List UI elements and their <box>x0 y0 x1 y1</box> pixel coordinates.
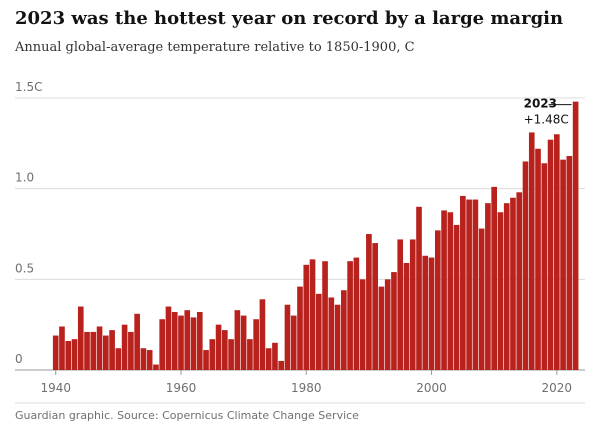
bar <box>403 263 410 370</box>
x-tick-label: 1940 <box>40 381 71 395</box>
bar <box>572 101 579 371</box>
bar <box>560 159 566 370</box>
bar <box>328 297 335 370</box>
bar <box>121 324 128 370</box>
bar <box>347 261 353 370</box>
x-tick-label: 1980 <box>291 381 322 395</box>
bar <box>222 330 228 370</box>
x-tick-label: 2000 <box>416 381 447 395</box>
bar <box>372 243 378 370</box>
bar <box>65 340 72 370</box>
bar <box>510 197 516 370</box>
bar <box>115 348 122 370</box>
bar <box>409 239 416 370</box>
bar <box>359 279 366 370</box>
bar <box>453 224 460 370</box>
bar <box>247 339 253 370</box>
bar <box>353 257 360 370</box>
bar <box>178 315 184 370</box>
bar <box>297 286 303 370</box>
bar <box>466 199 472 370</box>
y-tick-label: 1.5C <box>15 80 42 94</box>
bar <box>422 255 429 370</box>
bar <box>153 364 159 370</box>
x-tick-label: 2020 <box>542 381 573 395</box>
bar <box>366 234 372 370</box>
bar <box>196 311 203 370</box>
annotation-value: +1.48C <box>524 113 569 127</box>
bar <box>553 134 560 370</box>
bar <box>209 339 216 370</box>
bar <box>215 324 222 370</box>
bar <box>397 239 404 370</box>
bar <box>278 360 285 370</box>
bar <box>190 317 197 370</box>
bar <box>290 315 297 370</box>
bar <box>234 310 241 370</box>
bar <box>428 257 435 370</box>
bar <box>84 331 90 370</box>
bar <box>497 212 504 370</box>
bar <box>203 350 209 370</box>
bar <box>341 290 347 370</box>
bar <box>134 313 140 370</box>
bar <box>528 132 535 370</box>
bar <box>491 186 497 370</box>
bar <box>391 272 397 370</box>
bar <box>503 203 510 370</box>
bar <box>303 264 310 370</box>
bar <box>240 315 247 370</box>
bar <box>516 192 523 370</box>
source: Guardian graphic. Source: Copernicus Cli… <box>15 409 359 422</box>
bar <box>128 331 134 370</box>
x-tick-label: 1960 <box>166 381 197 395</box>
y-tick-label: 1.0 <box>15 171 34 185</box>
bar <box>96 326 103 370</box>
bar <box>52 335 59 370</box>
bar <box>90 331 97 370</box>
bar <box>309 259 316 370</box>
bar <box>416 206 422 370</box>
bar <box>146 350 153 370</box>
bar <box>535 148 541 370</box>
chart-subtitle: Annual global-average temperature relati… <box>14 40 415 55</box>
bar <box>485 203 491 370</box>
y-tick-label: 0.5 <box>15 261 34 275</box>
annotation-year: 2023 <box>524 97 557 111</box>
bar <box>447 212 454 370</box>
bar <box>434 230 441 370</box>
bar <box>171 311 178 370</box>
bar <box>103 335 109 370</box>
bar <box>265 348 272 370</box>
bar <box>228 339 234 370</box>
bar <box>184 310 191 370</box>
bar <box>547 139 554 370</box>
bar <box>59 326 65 370</box>
bar <box>460 195 466 370</box>
bar <box>334 304 341 370</box>
bar <box>441 210 447 370</box>
bar <box>472 199 479 370</box>
bar <box>315 293 322 370</box>
bar <box>378 286 385 370</box>
chart-title: 2023 was the hottest year on record by a… <box>15 8 563 29</box>
bar <box>272 342 278 370</box>
bar <box>322 261 328 370</box>
bar <box>109 330 115 370</box>
bar <box>522 161 529 370</box>
y-tick-label: 0 <box>15 352 23 366</box>
bar <box>140 348 147 370</box>
bar <box>541 163 548 370</box>
bar <box>165 306 172 370</box>
bar <box>566 156 573 370</box>
bar <box>159 319 166 370</box>
bar <box>478 228 485 370</box>
bar <box>384 279 391 370</box>
bar <box>71 339 78 370</box>
bar <box>77 306 84 370</box>
bar <box>253 319 259 370</box>
bar <box>284 304 291 370</box>
bar <box>259 299 266 370</box>
